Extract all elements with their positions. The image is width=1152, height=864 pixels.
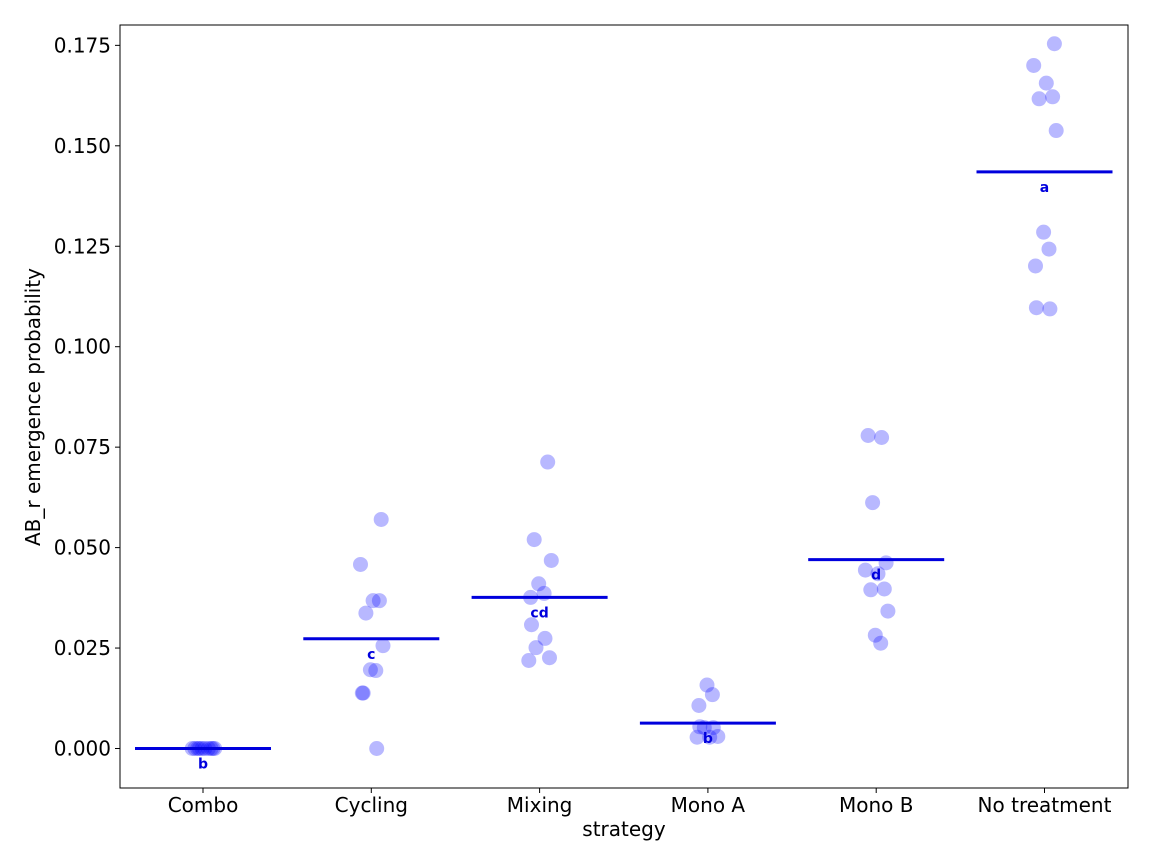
significance-letter: b	[703, 731, 713, 747]
data-point	[371, 593, 387, 609]
data-point	[521, 653, 537, 669]
plot-area	[119, 24, 1129, 789]
data-point	[365, 593, 381, 609]
data-point	[857, 562, 873, 578]
x-axis: Combo Cycling Mixing Mono A Mono B No treatme…	[168, 788, 1112, 817]
data-point	[689, 729, 705, 745]
data-point	[1028, 258, 1043, 274]
data-point	[876, 581, 892, 597]
data-point	[1048, 123, 1064, 139]
data-point	[543, 552, 559, 568]
data-point	[373, 511, 389, 527]
data-point	[537, 630, 553, 646]
data-point	[691, 698, 707, 714]
data-point	[870, 566, 886, 582]
data-point	[353, 556, 368, 572]
x-tick-label: Cycling	[335, 793, 408, 817]
data-point	[867, 627, 883, 643]
data-point	[1038, 75, 1054, 91]
x-tick-label: Mono A	[671, 793, 746, 817]
y-axis-title: AB_r emergence probability	[21, 268, 45, 546]
data-point	[354, 685, 370, 701]
data-point	[368, 663, 384, 679]
data-point	[702, 729, 718, 745]
mean-lines	[135, 170, 1113, 750]
x-tick-label: Combo	[168, 793, 239, 817]
y-tick-label: 0.175	[54, 33, 111, 57]
x-axis-title: strategy	[582, 817, 666, 841]
data-point	[860, 427, 876, 443]
data-point	[1036, 224, 1052, 240]
data-point	[1031, 91, 1047, 107]
data-point	[540, 454, 556, 470]
x-tick-label: Mono B	[839, 793, 913, 817]
y-axis: 0.000 0.025 0.050 0.075 0.100 0.125 0.150 0.175	[54, 33, 120, 761]
x-tick-label: No treatment	[978, 793, 1112, 817]
x-tick-label: Mixing	[507, 793, 573, 817]
data-point	[865, 495, 881, 511]
data-point	[1026, 57, 1042, 73]
data-point	[358, 605, 374, 621]
data-point	[1045, 89, 1061, 105]
data-point	[699, 677, 715, 693]
data-point	[362, 662, 378, 678]
data-point	[1028, 300, 1044, 316]
data-point	[531, 576, 547, 592]
y-tick-label: 0.000	[54, 737, 111, 761]
significance-letters: b c cd b d a	[198, 180, 1049, 773]
data-point	[355, 685, 371, 701]
data-point	[874, 430, 890, 446]
y-tick-label: 0.050	[54, 536, 111, 560]
y-tick-label: 0.100	[54, 335, 111, 359]
data-point	[704, 687, 720, 703]
data-point	[542, 650, 557, 666]
significance-letter: c	[367, 647, 375, 663]
significance-letter: d	[871, 568, 881, 584]
data-point	[375, 638, 391, 654]
data-point	[863, 582, 879, 598]
data-point	[524, 617, 539, 633]
y-tick-label: 0.150	[54, 134, 111, 158]
significance-letter: b	[198, 757, 208, 773]
y-tick-label: 0.075	[54, 435, 111, 459]
y-tick-label: 0.025	[54, 636, 111, 660]
data-point	[526, 532, 542, 548]
data-point	[873, 635, 889, 651]
data-point	[1042, 301, 1058, 317]
y-tick-label: 0.125	[54, 234, 111, 258]
significance-letter: a	[1040, 180, 1049, 196]
data-point	[369, 741, 385, 756]
data-point	[1046, 36, 1062, 52]
data-point	[1041, 241, 1057, 257]
data-point	[710, 728, 726, 744]
significance-letter: cd	[530, 605, 548, 621]
data-point	[528, 640, 544, 656]
data-point	[880, 603, 896, 619]
